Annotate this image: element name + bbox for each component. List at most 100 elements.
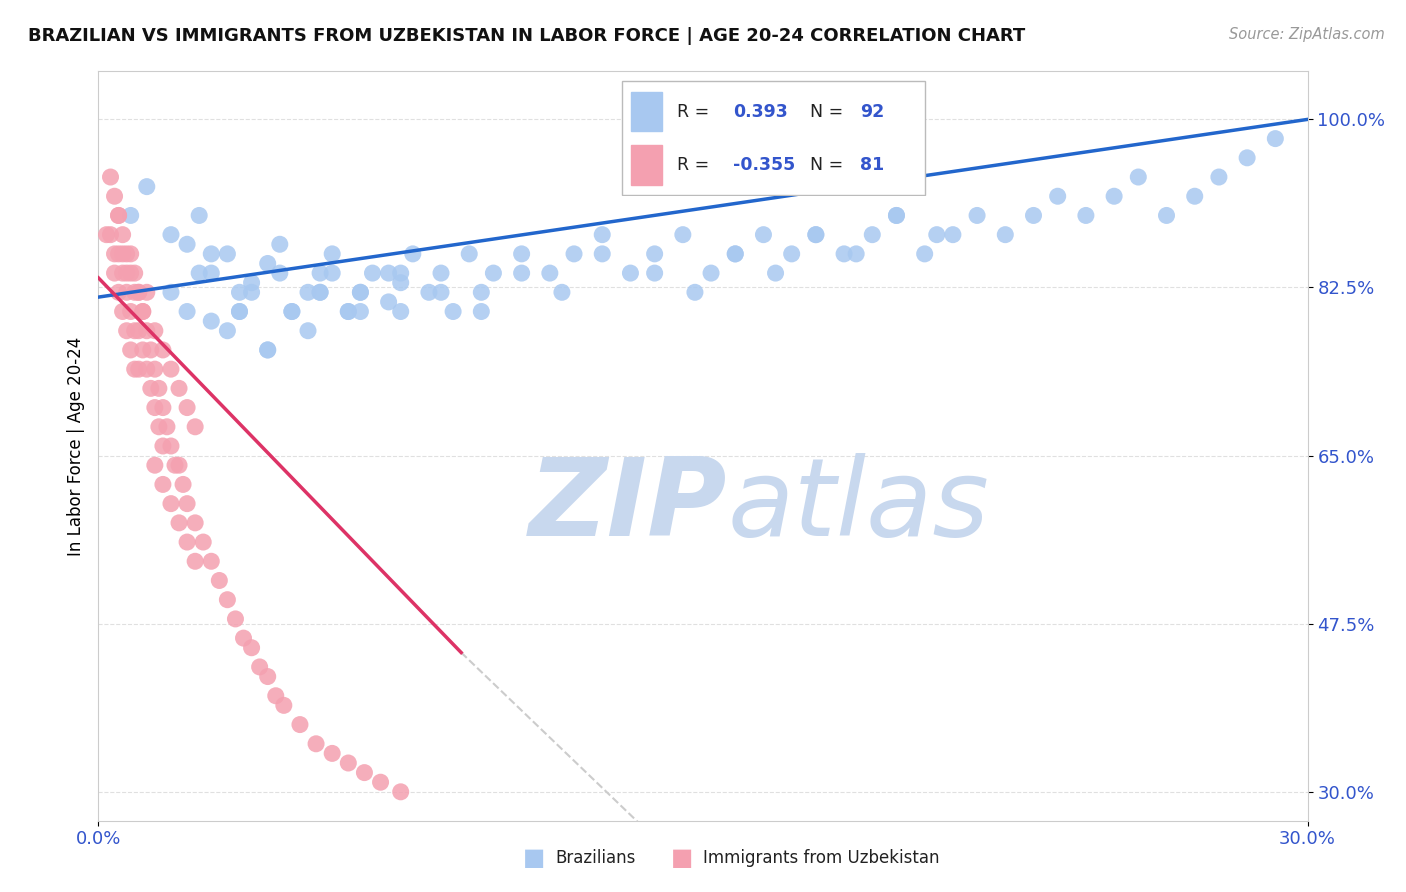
Point bbox=[135, 285, 157, 300]
Point bbox=[143, 458, 166, 473]
Point bbox=[886, 209, 908, 223]
Point bbox=[418, 285, 440, 300]
Point bbox=[176, 401, 198, 415]
Point bbox=[160, 227, 183, 242]
Point bbox=[208, 574, 231, 588]
Point bbox=[349, 285, 371, 300]
Point bbox=[160, 439, 183, 453]
Point bbox=[1046, 189, 1069, 203]
Point bbox=[188, 266, 211, 280]
Text: 0.393: 0.393 bbox=[733, 103, 787, 120]
Point bbox=[135, 362, 157, 376]
Text: atlas: atlas bbox=[727, 453, 988, 558]
Point bbox=[256, 256, 278, 270]
Point bbox=[139, 381, 162, 395]
Point bbox=[107, 209, 129, 223]
Point bbox=[115, 247, 138, 261]
Text: N =: N = bbox=[810, 156, 849, 174]
Point bbox=[132, 304, 155, 318]
Point bbox=[120, 247, 142, 261]
Point bbox=[249, 660, 271, 674]
Point bbox=[1074, 209, 1097, 223]
Point bbox=[120, 209, 142, 223]
Point bbox=[1184, 189, 1206, 203]
Point bbox=[172, 477, 194, 491]
Text: N =: N = bbox=[810, 103, 849, 120]
Point bbox=[143, 401, 166, 415]
Point bbox=[441, 304, 464, 318]
Point bbox=[100, 169, 122, 184]
Point bbox=[176, 535, 198, 549]
Bar bbox=[631, 145, 662, 185]
Point bbox=[914, 247, 936, 261]
Point bbox=[700, 266, 723, 280]
Point bbox=[176, 497, 198, 511]
Point bbox=[361, 266, 384, 280]
Point bbox=[193, 535, 215, 549]
Point bbox=[832, 247, 855, 261]
Point bbox=[135, 179, 157, 194]
Point bbox=[337, 756, 360, 770]
Point bbox=[724, 247, 747, 261]
Point bbox=[269, 237, 291, 252]
Point bbox=[200, 247, 222, 261]
Point bbox=[96, 227, 118, 242]
Point bbox=[470, 304, 492, 318]
Point bbox=[176, 237, 198, 252]
Point bbox=[591, 247, 613, 261]
Point bbox=[309, 266, 332, 280]
Point bbox=[389, 266, 412, 280]
Point bbox=[672, 227, 695, 242]
Point bbox=[724, 247, 747, 261]
Point bbox=[1022, 209, 1045, 223]
Point bbox=[321, 266, 343, 280]
Point bbox=[281, 304, 304, 318]
Point bbox=[217, 324, 239, 338]
Point bbox=[264, 689, 287, 703]
Point bbox=[377, 266, 399, 280]
Text: 92: 92 bbox=[860, 103, 884, 120]
Point bbox=[107, 247, 129, 261]
Text: Immigrants from Uzbekistan: Immigrants from Uzbekistan bbox=[703, 849, 939, 867]
Point bbox=[115, 266, 138, 280]
Point bbox=[337, 304, 360, 318]
Text: ■: ■ bbox=[671, 847, 693, 870]
Point bbox=[281, 304, 304, 318]
Point bbox=[152, 343, 174, 357]
Point bbox=[683, 285, 706, 300]
Point bbox=[128, 285, 150, 300]
Point bbox=[288, 717, 311, 731]
Point bbox=[111, 247, 134, 261]
Point bbox=[103, 266, 125, 280]
Point bbox=[128, 324, 150, 338]
Point bbox=[402, 247, 425, 261]
Point bbox=[377, 294, 399, 309]
Point bbox=[167, 458, 190, 473]
Point bbox=[510, 247, 533, 261]
Point bbox=[297, 285, 319, 300]
Point bbox=[152, 477, 174, 491]
Text: 81: 81 bbox=[860, 156, 884, 174]
Point bbox=[240, 640, 263, 655]
Point bbox=[200, 266, 222, 280]
Point bbox=[103, 247, 125, 261]
Point bbox=[228, 304, 250, 318]
FancyBboxPatch shape bbox=[621, 81, 925, 195]
Point bbox=[132, 304, 155, 318]
Point bbox=[297, 324, 319, 338]
Point bbox=[1236, 151, 1258, 165]
Text: Source: ZipAtlas.com: Source: ZipAtlas.com bbox=[1229, 27, 1385, 42]
Point bbox=[152, 439, 174, 453]
Point bbox=[430, 266, 453, 280]
Point bbox=[200, 314, 222, 328]
Point bbox=[232, 631, 254, 645]
Point bbox=[562, 247, 585, 261]
Point bbox=[120, 266, 142, 280]
Point bbox=[470, 285, 492, 300]
Point bbox=[111, 227, 134, 242]
Text: ■: ■ bbox=[523, 847, 546, 870]
Point bbox=[482, 266, 505, 280]
Point bbox=[156, 419, 179, 434]
Point bbox=[804, 227, 827, 242]
Point bbox=[217, 592, 239, 607]
